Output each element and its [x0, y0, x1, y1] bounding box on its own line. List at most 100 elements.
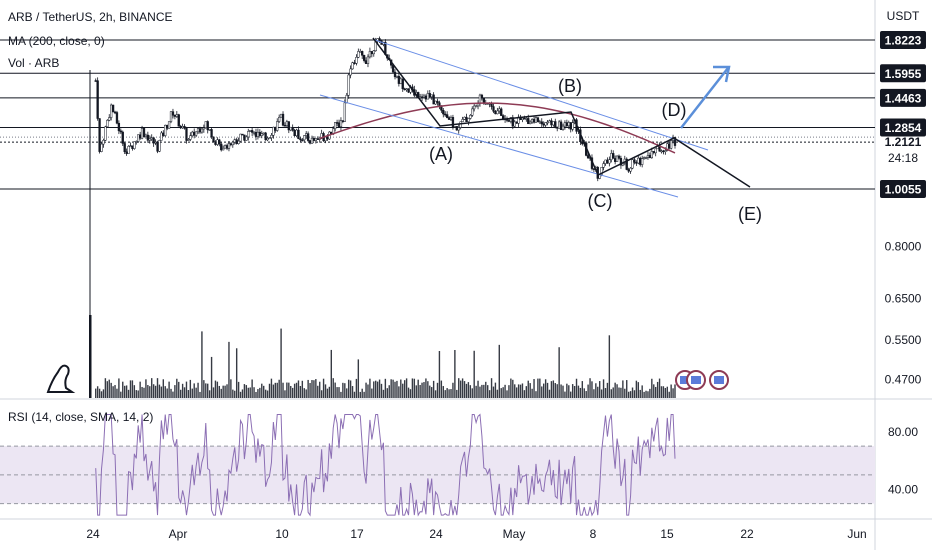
- volume-bar: [286, 382, 288, 398]
- volume-bar: [618, 387, 620, 398]
- volume-bar: [353, 391, 356, 398]
- candle-body: [345, 94, 348, 104]
- candle-body: [305, 133, 308, 136]
- candle-body: [668, 143, 671, 149]
- volume-bar: [469, 385, 472, 398]
- volume-bar: [581, 381, 584, 398]
- candle-body: [326, 136, 329, 140]
- candle-body: [135, 141, 138, 143]
- candle-body: [351, 62, 354, 70]
- price-level-label: 1.8223: [885, 34, 922, 48]
- x-tick-label: May: [503, 527, 526, 541]
- candle-body: [279, 113, 283, 118]
- volume-bar: [357, 359, 360, 398]
- candle-body: [266, 137, 269, 141]
- volume-bar: [344, 383, 346, 398]
- moving-average-line: [319, 102, 676, 154]
- price-level-badge: [880, 31, 926, 49]
- volume-bar: [129, 380, 132, 398]
- candle-body: [428, 93, 431, 98]
- volume-bar: [537, 378, 539, 398]
- candle-body: [648, 155, 652, 159]
- candle-body: [206, 121, 209, 131]
- candle-body: [127, 146, 130, 154]
- volume-bar: [143, 387, 145, 398]
- volume-bar: [583, 388, 585, 398]
- candle-body: [627, 169, 630, 172]
- volume-bar: [176, 378, 178, 398]
- volume-bar: [485, 381, 487, 398]
- volume-bar: [579, 387, 582, 398]
- volume-bar: [490, 378, 493, 398]
- wave-label: (C): [588, 191, 613, 211]
- volume-bar: [656, 381, 659, 398]
- candle-body: [301, 139, 304, 142]
- volume-bar: [212, 387, 215, 398]
- candle-body: [563, 122, 567, 127]
- volume-bar: [548, 389, 551, 398]
- candle-body: [403, 88, 406, 91]
- candle-body: [220, 143, 223, 151]
- candle-body: [355, 57, 358, 64]
- candle-body: [274, 126, 277, 131]
- candle-body: [370, 51, 373, 55]
- candle-body: [629, 167, 632, 172]
- volume-bar: [319, 381, 321, 398]
- candle-body: [633, 159, 636, 163]
- volume-bar: [434, 390, 437, 398]
- volume-bar: [446, 388, 448, 398]
- candle-body: [418, 96, 422, 99]
- candle-body: [606, 159, 609, 164]
- volume-bar: [608, 335, 611, 398]
- candle-body: [529, 121, 532, 125]
- volume-bar: [133, 385, 136, 398]
- candle-body: [474, 105, 478, 108]
- volume-bar: [473, 350, 475, 398]
- candle-body: [229, 143, 233, 146]
- volume-bar: [409, 389, 412, 398]
- volume-bar: [375, 380, 377, 398]
- candle-body: [187, 139, 190, 141]
- volume-bar: [521, 383, 524, 398]
- volume-bar: [624, 388, 626, 398]
- candle-body: [569, 122, 572, 130]
- volume-bar: [330, 349, 332, 398]
- candle-body: [397, 75, 401, 84]
- candle-body: [297, 129, 300, 140]
- volume-bar: [376, 381, 379, 398]
- x-tick-label: Jun: [847, 527, 866, 541]
- rsi-line: [95, 413, 676, 517]
- volume-group: [95, 328, 676, 398]
- candle-body: [581, 141, 584, 145]
- candle-body: [610, 153, 613, 160]
- candle-body: [316, 138, 319, 140]
- x-tick-label: 10: [275, 527, 289, 541]
- volume-bar: [515, 387, 518, 398]
- volume-bar: [458, 378, 460, 398]
- volume-bar: [653, 384, 655, 398]
- candle-body: [631, 159, 634, 169]
- volume-bar: [208, 390, 211, 398]
- candle-body: [231, 141, 234, 146]
- volume-bar: [531, 388, 533, 398]
- candle-body: [164, 124, 167, 136]
- volume-bar: [156, 378, 159, 398]
- volume-bar: [380, 383, 383, 398]
- volume-bar: [529, 383, 531, 398]
- candle-body: [295, 129, 298, 136]
- volume-bar: [454, 349, 456, 398]
- volume-bar: [239, 391, 242, 398]
- x-tick-label: 15: [660, 527, 674, 541]
- volume-bar: [185, 381, 188, 398]
- volume-bar: [149, 386, 151, 398]
- candle-body: [208, 129, 211, 131]
- candle-body: [222, 147, 225, 151]
- volume-bar: [220, 388, 222, 398]
- candle-body: [247, 131, 250, 138]
- volume-bar: [602, 379, 605, 398]
- candle-body: [523, 117, 526, 120]
- volume-bar: [627, 391, 630, 398]
- volume-bar: [597, 386, 599, 398]
- candle-body: [359, 51, 362, 53]
